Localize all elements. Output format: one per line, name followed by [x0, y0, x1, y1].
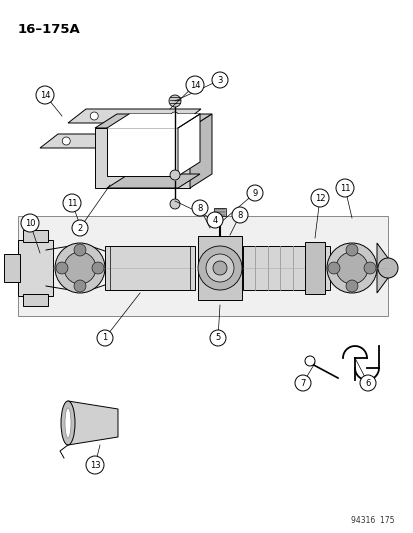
Circle shape: [192, 200, 207, 216]
Circle shape: [74, 280, 86, 292]
Text: 13: 13: [90, 461, 100, 470]
Polygon shape: [40, 134, 173, 148]
Text: 14: 14: [189, 80, 200, 90]
Text: 5: 5: [215, 334, 220, 343]
Circle shape: [62, 137, 70, 145]
Circle shape: [56, 262, 68, 274]
Polygon shape: [95, 114, 211, 128]
FancyBboxPatch shape: [95, 128, 190, 188]
Circle shape: [209, 330, 225, 346]
FancyBboxPatch shape: [23, 230, 48, 242]
Text: 8: 8: [197, 204, 202, 213]
Polygon shape: [376, 243, 387, 293]
FancyBboxPatch shape: [242, 246, 329, 290]
FancyBboxPatch shape: [214, 208, 225, 216]
Circle shape: [211, 72, 228, 88]
Circle shape: [197, 246, 242, 290]
Polygon shape: [107, 174, 199, 188]
Circle shape: [92, 262, 104, 274]
Circle shape: [294, 375, 310, 391]
Ellipse shape: [65, 408, 71, 438]
Circle shape: [64, 252, 96, 284]
Ellipse shape: [61, 401, 75, 445]
Text: 1: 1: [102, 334, 107, 343]
Circle shape: [21, 214, 39, 232]
Polygon shape: [178, 114, 199, 176]
Polygon shape: [107, 128, 178, 176]
Circle shape: [63, 194, 81, 212]
Circle shape: [170, 170, 180, 180]
Circle shape: [359, 375, 375, 391]
FancyBboxPatch shape: [23, 294, 48, 306]
Circle shape: [142, 137, 150, 145]
Circle shape: [86, 456, 104, 474]
Circle shape: [169, 95, 180, 107]
Circle shape: [304, 356, 314, 366]
Circle shape: [90, 112, 98, 120]
Text: 14: 14: [40, 91, 50, 100]
Circle shape: [335, 252, 367, 284]
Circle shape: [345, 244, 357, 256]
Circle shape: [335, 179, 353, 197]
Circle shape: [247, 185, 262, 201]
FancyBboxPatch shape: [18, 216, 387, 316]
Polygon shape: [68, 109, 201, 123]
Circle shape: [377, 258, 397, 278]
Circle shape: [97, 330, 113, 346]
FancyBboxPatch shape: [105, 246, 195, 290]
FancyBboxPatch shape: [4, 254, 20, 282]
FancyBboxPatch shape: [197, 236, 242, 300]
Circle shape: [231, 207, 247, 223]
Circle shape: [212, 261, 226, 275]
Text: 6: 6: [364, 378, 370, 387]
Circle shape: [326, 243, 376, 293]
Text: 4: 4: [212, 215, 217, 224]
Polygon shape: [107, 114, 199, 128]
Circle shape: [55, 243, 105, 293]
Text: 12: 12: [314, 193, 325, 203]
Circle shape: [206, 254, 233, 282]
Circle shape: [74, 244, 86, 256]
Circle shape: [363, 262, 375, 274]
Text: 8: 8: [237, 211, 242, 220]
FancyBboxPatch shape: [304, 242, 324, 294]
Circle shape: [72, 220, 88, 236]
Circle shape: [170, 112, 178, 120]
Text: 9: 9: [252, 189, 257, 198]
Circle shape: [310, 189, 328, 207]
Text: 3: 3: [217, 76, 222, 85]
FancyBboxPatch shape: [18, 240, 53, 296]
Circle shape: [185, 76, 204, 94]
Text: 16–175A: 16–175A: [18, 23, 81, 36]
Text: 94316  175: 94316 175: [351, 516, 394, 525]
Circle shape: [345, 280, 357, 292]
Circle shape: [327, 262, 339, 274]
Text: 11: 11: [339, 183, 349, 192]
Polygon shape: [190, 114, 211, 188]
Circle shape: [170, 199, 180, 209]
Text: 7: 7: [299, 378, 305, 387]
Polygon shape: [107, 128, 178, 176]
Circle shape: [206, 212, 223, 228]
Polygon shape: [68, 401, 118, 445]
Text: 10: 10: [25, 219, 35, 228]
Circle shape: [36, 86, 54, 104]
Text: 2: 2: [77, 223, 83, 232]
Text: 11: 11: [66, 198, 77, 207]
